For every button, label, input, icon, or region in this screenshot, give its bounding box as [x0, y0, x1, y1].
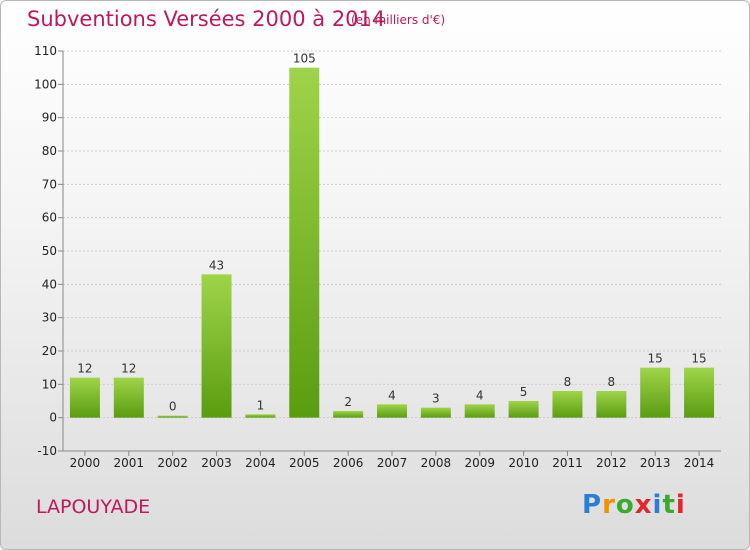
- logo-letter: r: [602, 490, 616, 520]
- logo-letter: t: [662, 490, 676, 520]
- data-label: 8: [608, 375, 616, 389]
- data-label: 105: [293, 52, 316, 66]
- bar-2011: [552, 391, 583, 418]
- x-tick-label: 2005: [289, 456, 320, 470]
- logo-letter: x: [634, 490, 653, 520]
- x-tick-label: 2001: [114, 456, 145, 470]
- x-tick-label: 2006: [333, 456, 364, 470]
- x-tick-label: 2004: [245, 456, 276, 470]
- bar-2005: [289, 67, 320, 418]
- bar-2004: [245, 414, 276, 418]
- data-label: 15: [648, 352, 663, 366]
- y-tick-label: 90: [42, 111, 57, 125]
- x-tick-label: 2014: [684, 456, 715, 470]
- data-label: 43: [209, 258, 224, 272]
- x-tick-label: 2008: [421, 456, 452, 470]
- x-tick-label: 2012: [596, 456, 627, 470]
- chart-title: Subventions Versées 2000 à 2014: [27, 7, 386, 31]
- data-label: 8: [564, 375, 572, 389]
- bar-2008: [420, 407, 451, 418]
- data-label: 15: [691, 352, 706, 366]
- y-tick-label: -10: [37, 444, 57, 458]
- y-tick-label: 20: [42, 344, 57, 358]
- data-label: 2: [344, 395, 352, 409]
- x-tick-label: 2003: [201, 456, 232, 470]
- data-label: 4: [476, 388, 484, 402]
- x-tick-label: 2013: [640, 456, 671, 470]
- logo-letter: o: [615, 490, 635, 520]
- logo-letter: i: [675, 490, 686, 520]
- proxiti-logo[interactable]: Proxiti: [582, 490, 686, 520]
- bar-2006: [333, 411, 364, 418]
- bar-2002: [157, 415, 188, 418]
- y-tick-label: 70: [42, 177, 57, 191]
- data-label: 0: [169, 400, 177, 414]
- data-label: 12: [77, 362, 92, 376]
- y-tick-label: 0: [49, 411, 57, 425]
- bar-2000: [69, 377, 100, 418]
- y-tick-label: 50: [42, 244, 57, 258]
- bar-2013: [640, 367, 671, 418]
- commune-name: LAPOUYADE: [36, 496, 151, 518]
- x-tick-label: 2007: [377, 456, 408, 470]
- x-tick-label: 2002: [157, 456, 188, 470]
- x-tick-label: 2010: [508, 456, 539, 470]
- y-tick-label: 110: [34, 44, 57, 58]
- bar-2012: [596, 391, 627, 418]
- chart-unit-subtitle: (en milliers d'€): [351, 13, 446, 27]
- x-tick-label: 2009: [464, 456, 495, 470]
- data-label: 1: [257, 398, 265, 412]
- bar-2009: [464, 404, 495, 418]
- y-tick-label: 30: [42, 311, 57, 325]
- bar-2007: [377, 404, 407, 418]
- x-tick-label: 2000: [70, 456, 101, 470]
- data-label: 4: [388, 388, 396, 402]
- bar-2003: [201, 274, 232, 418]
- x-tick-label: 2011: [552, 456, 583, 470]
- y-tick-label: 60: [42, 211, 57, 225]
- y-tick-label: 10: [42, 377, 57, 391]
- data-label: 5: [520, 385, 528, 399]
- y-tick-label: 100: [34, 77, 57, 91]
- bar-2014: [684, 367, 715, 418]
- data-label: 3: [432, 392, 440, 406]
- logo-letter: P: [582, 490, 603, 520]
- bar-2010: [508, 401, 539, 418]
- bar-2001: [113, 377, 144, 418]
- y-tick-label: 80: [42, 144, 57, 158]
- y-tick-label: 40: [42, 277, 57, 291]
- logo-letter: i: [652, 490, 663, 520]
- data-label: 12: [121, 362, 136, 376]
